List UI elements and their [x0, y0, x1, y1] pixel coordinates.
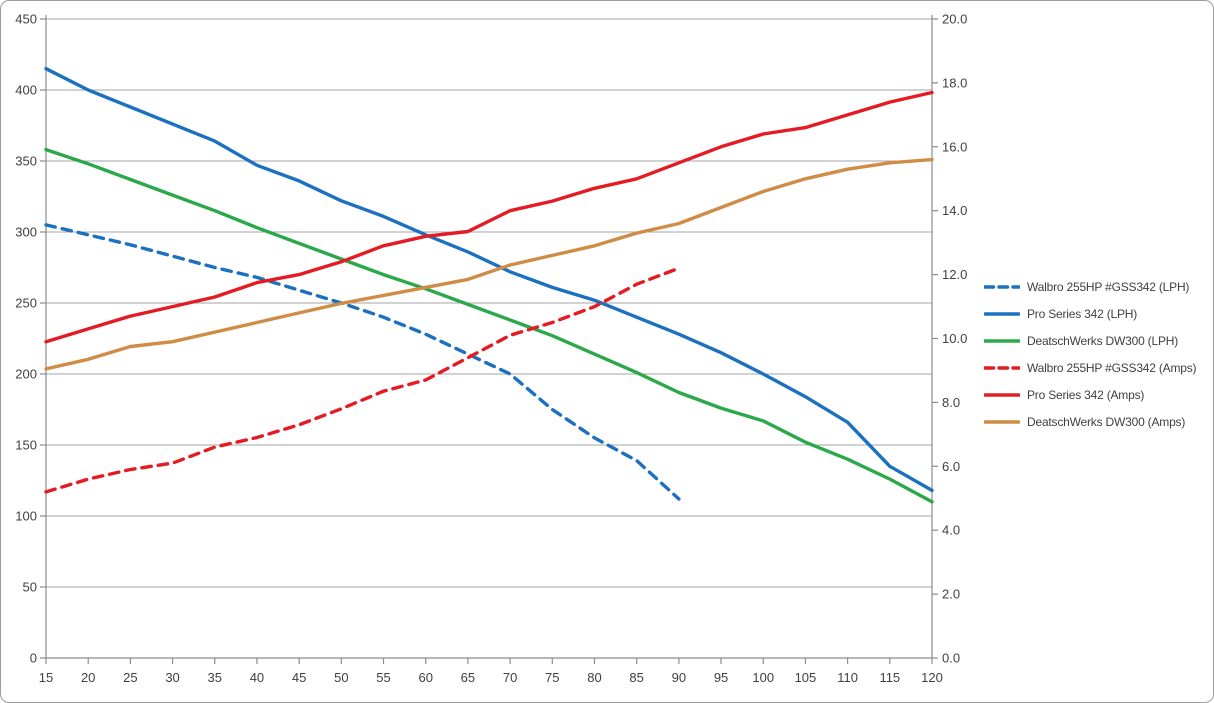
legend-item: DeatschWerks DW300 (Amps) [984, 413, 1212, 431]
x-axis-tick-label: 55 [376, 670, 390, 685]
legend: Walbro 255HP #GSS342 (LPH) Pro Series 342… [984, 278, 1212, 431]
x-axis-tick-label: 20 [81, 670, 95, 685]
legend-label: Walbro 255HP #GSS342 (LPH) [1027, 280, 1190, 294]
x-axis-tick-label: 70 [503, 670, 517, 685]
x-axis-tick-label: 115 [879, 670, 900, 685]
y-axis-left-tick-label: 200 [15, 367, 37, 382]
y-axis-right-tick-label: 12.0 [942, 267, 967, 282]
legend-item: Walbro 255HP #GSS342 (Amps) [984, 359, 1212, 377]
y-axis-left-tick-label: 350 [15, 154, 37, 169]
x-axis-tick-label: 35 [208, 670, 222, 685]
series-line-2 [44, 147, 934, 504]
legend-swatch [984, 312, 1020, 316]
y-axis-left-tick-label: 400 [15, 83, 37, 98]
legend-item: DeatschWerks DW300 (LPH) [984, 332, 1212, 350]
legend-item: Walbro 255HP #GSS342 (LPH) [984, 278, 1212, 296]
x-axis-tick-label: 85 [629, 670, 643, 685]
x-axis-tick-label: 75 [545, 670, 559, 685]
y-axis-left-tick-label: 0 [30, 651, 37, 666]
y-axis-right-tick-label: 8.0 [942, 395, 960, 410]
axis-lines [45, 15, 933, 659]
y-axis-right-tick-label: 4.0 [942, 523, 960, 538]
legend-swatch [984, 393, 1020, 397]
y-axis-right-tick-label: 18.0 [942, 75, 967, 90]
series-line-5 [44, 157, 934, 371]
legend-swatch [984, 285, 1020, 289]
series-line-4 [44, 90, 934, 344]
x-axis-tick-label: 110 [837, 670, 858, 685]
y-axis-right-tick-label: 20.0 [942, 12, 967, 27]
x-axis-tick-label: 25 [123, 670, 137, 685]
x-axis-tick-label: 105 [795, 670, 817, 685]
legend-item: Pro Series 342 (LPH) [984, 305, 1212, 323]
y-axis-left-tick-label: 50 [23, 580, 37, 595]
y-axis-right-tick-label: 16.0 [942, 139, 967, 154]
x-axis-tick-label: 30 [165, 670, 179, 685]
y-axis-right: 0.0 2.0 4.0 6.0 8.0 10.0 12.0 14.0 16.0 18.0 20.0 [932, 12, 967, 666]
x-axis-tick-label: 65 [461, 670, 475, 685]
y-axis-right-tick-label: 6.0 [942, 459, 960, 474]
y-axis-left: 0 50 100 150 200 250 300 350 400 450 [15, 12, 46, 666]
legend-label: DeatschWerks DW300 (Amps) [1027, 415, 1186, 429]
legend-label: Pro Series 342 (Amps) [1027, 388, 1145, 402]
x-axis-tick-label: 45 [292, 670, 306, 685]
x-axis-tick-label: 50 [334, 670, 348, 685]
x-axis-tick-label: 95 [714, 670, 728, 685]
x-axis-tick-label: 40 [250, 670, 264, 685]
y-axis-left-tick-label: 450 [15, 12, 37, 27]
y-axis-right-tick-label: 10.0 [942, 331, 967, 346]
legend-swatch [984, 420, 1020, 424]
y-axis-left-tick-label: 150 [15, 438, 37, 453]
gridlines [46, 18, 932, 588]
x-axis-tick-label: 120 [921, 670, 943, 685]
legend-label: Walbro 255HP #GSS342 (Amps) [1027, 361, 1197, 375]
legend-swatch [984, 366, 1020, 370]
y-axis-left-tick-label: 100 [15, 509, 37, 524]
legend-label: DeatschWerks DW300 (LPH) [1027, 334, 1179, 348]
series-line-3 [44, 266, 681, 494]
y-axis-left-tick-label: 250 [15, 296, 37, 311]
y-axis-left-tick-label: 300 [15, 225, 37, 240]
y-axis-right-tick-label: 14.0 [942, 203, 967, 218]
series-line-1 [44, 66, 934, 493]
y-axis-right-tick-label: 0.0 [942, 651, 960, 666]
series-line-0 [44, 223, 681, 501]
x-axis-tick-label: 90 [672, 670, 686, 685]
legend-item: Pro Series 342 (Amps) [984, 386, 1212, 404]
x-axis-tick-label: 80 [587, 670, 601, 685]
y-axis-right-tick-label: 2.0 [942, 587, 960, 602]
x-axis-tick-label: 15 [39, 670, 53, 685]
legend-swatch [984, 339, 1020, 343]
x-axis: 15 20 25 30 35 40 45 50 55 60 65 70 75 80 85 90 95 100 105… [39, 658, 943, 685]
x-axis-tick-label: 100 [752, 670, 774, 685]
legend-label: Pro Series 342 (LPH) [1027, 307, 1138, 321]
x-axis-tick-label: 60 [418, 670, 432, 685]
